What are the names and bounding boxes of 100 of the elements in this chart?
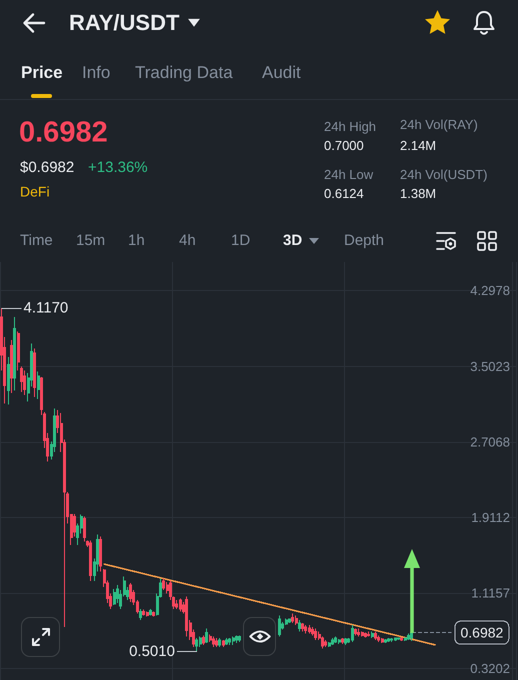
candlestick xyxy=(238,634,241,642)
y-tick-label: 2.7068 xyxy=(470,434,510,450)
candlestick xyxy=(199,636,202,648)
candlestick xyxy=(7,356,10,405)
text: 24h Vol(USDT) xyxy=(400,167,488,183)
candlestick xyxy=(351,624,354,642)
candlestick xyxy=(321,636,324,650)
candlestick xyxy=(334,636,337,644)
text: 0.6124 xyxy=(324,186,364,202)
candlestick xyxy=(295,614,298,626)
candlestick xyxy=(285,618,288,626)
text: Info xyxy=(82,62,110,84)
y-tick-label: 1.1157 xyxy=(471,586,510,601)
candlestick xyxy=(298,620,301,632)
candlestick xyxy=(314,628,317,641)
candlestick xyxy=(308,624,311,634)
candlestick xyxy=(404,636,407,642)
text: 24h Vol(RAY) xyxy=(400,117,478,133)
candlestick xyxy=(89,540,92,582)
text: +13.36% xyxy=(88,159,148,177)
candlestick xyxy=(384,638,387,644)
candlestick xyxy=(374,631,377,641)
candlestick xyxy=(37,370,40,400)
candlestick xyxy=(175,600,178,610)
text: 3D xyxy=(283,232,302,250)
text: 1D xyxy=(231,232,250,250)
candlestick xyxy=(13,316,16,391)
candlestick xyxy=(354,628,357,636)
text: 4h xyxy=(179,232,196,250)
candlestick xyxy=(367,631,370,637)
text: 1h xyxy=(128,232,145,250)
candlestick xyxy=(390,638,393,642)
candlestick xyxy=(218,638,221,648)
candlestick xyxy=(291,613,294,624)
text: DeFi xyxy=(20,184,50,200)
candlestick xyxy=(361,631,364,637)
text: Time xyxy=(20,232,53,250)
candlestick xyxy=(371,631,374,639)
candlestick xyxy=(195,638,198,652)
candlestick xyxy=(23,370,26,396)
candlestick xyxy=(222,640,225,648)
candlestick xyxy=(328,642,331,648)
candlestick xyxy=(394,636,397,642)
candlestick xyxy=(304,624,307,634)
candlestick xyxy=(17,330,20,371)
candlestick xyxy=(179,598,182,612)
candlestick xyxy=(139,608,142,621)
text: 0.7000 xyxy=(324,138,364,154)
y-tick-label: 4.2978 xyxy=(470,283,510,298)
candlestick xyxy=(228,638,231,646)
text: $0.6982 xyxy=(20,159,74,177)
candlestick xyxy=(387,638,390,642)
candlestick xyxy=(344,638,347,646)
text: Price xyxy=(21,62,63,84)
candlestick xyxy=(400,636,403,642)
text: Trading Data xyxy=(135,62,233,84)
candlestick xyxy=(324,640,327,648)
text: Depth xyxy=(344,232,384,250)
candlestick xyxy=(113,588,116,606)
candlestick xyxy=(338,638,341,644)
candlestick xyxy=(162,578,165,590)
candlestick xyxy=(205,628,208,644)
y-tick-label: 3.5023 xyxy=(470,358,510,374)
ref-line-label: 0.6982 xyxy=(460,624,504,641)
candlestick xyxy=(410,632,413,642)
candlestick xyxy=(397,636,400,641)
candlestick xyxy=(364,632,367,638)
candlestick xyxy=(341,638,344,644)
candlestick xyxy=(301,622,304,632)
candlestick xyxy=(381,638,384,644)
text: 24h High xyxy=(324,119,376,135)
candlestick xyxy=(10,339,13,394)
candlestick xyxy=(235,634,238,644)
candlestick xyxy=(311,626,314,636)
text: 24h Low xyxy=(324,167,374,183)
candlestick xyxy=(225,638,228,646)
text: 0.6982 xyxy=(19,116,108,150)
text: 15m xyxy=(76,232,106,250)
candlestick xyxy=(149,608,152,616)
y-tick-label: 0.3202 xyxy=(470,661,510,676)
candlestick xyxy=(20,366,23,393)
candlestick xyxy=(331,638,334,646)
candlestick xyxy=(377,634,380,642)
y-tick-label: 1.9112 xyxy=(471,510,510,525)
candlestick xyxy=(152,611,155,617)
candlestick xyxy=(288,618,291,624)
candlestick xyxy=(146,611,149,617)
candlestick xyxy=(142,609,145,616)
candlestick xyxy=(215,638,218,648)
annotation: 4.1170 xyxy=(24,299,68,316)
candlestick xyxy=(202,634,205,646)
candlestick xyxy=(99,536,102,572)
candlestick xyxy=(232,636,235,646)
text: 2.14M xyxy=(400,138,436,154)
text: Audit xyxy=(262,62,301,84)
candlestick xyxy=(129,582,132,603)
annotation: 0.5010 xyxy=(129,642,175,660)
candlestick xyxy=(407,632,410,641)
candlestick xyxy=(33,348,36,398)
candlestick xyxy=(185,596,188,637)
